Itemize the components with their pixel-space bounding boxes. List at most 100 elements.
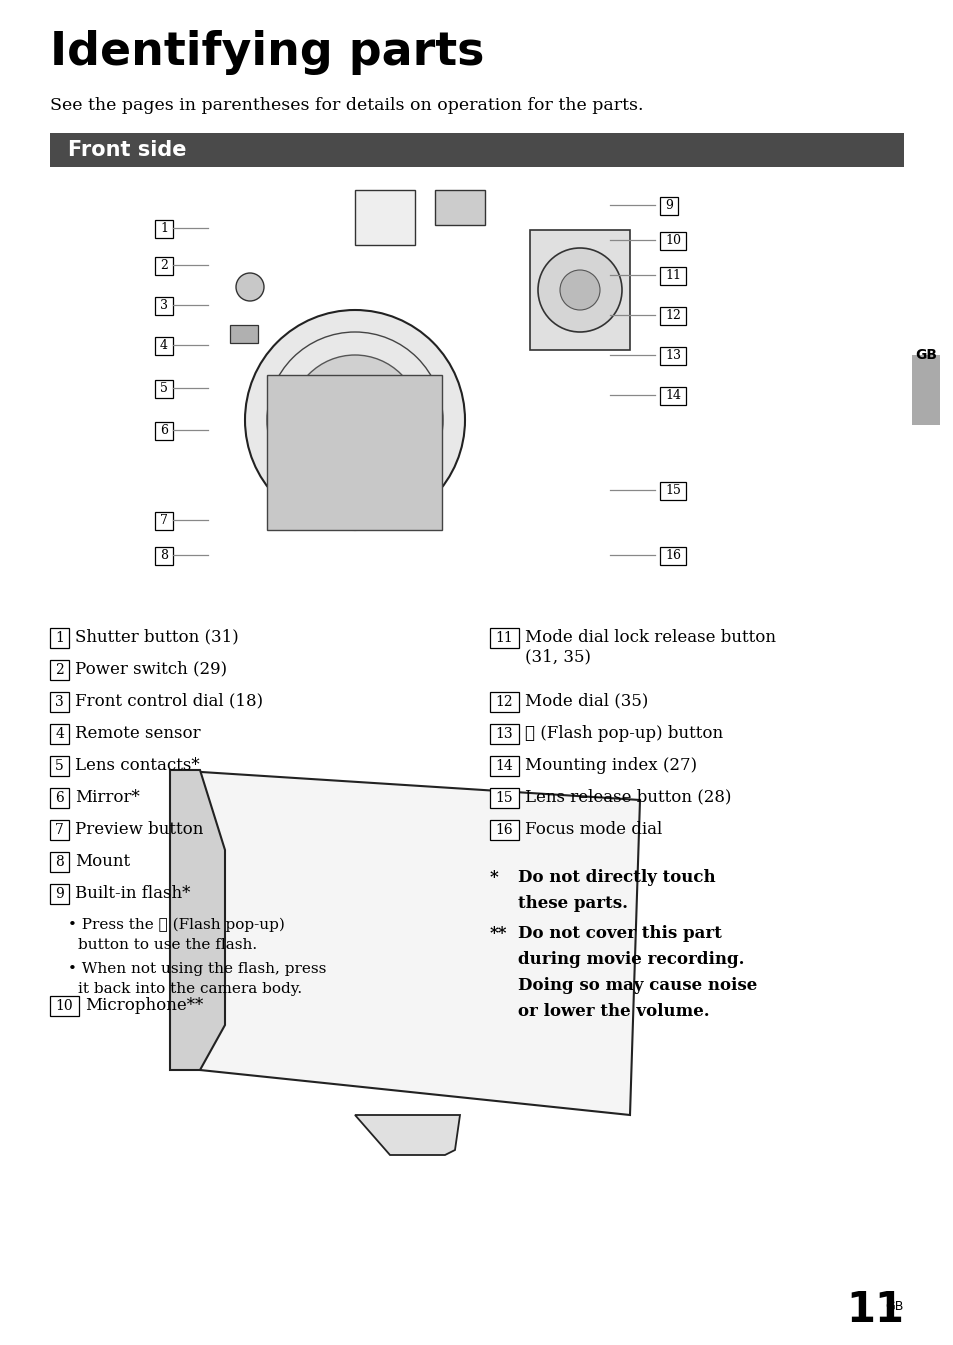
Bar [154,547,172,565]
Bar [530,230,629,350]
Bar [50,820,70,839]
Text: or lower the volume.: or lower the volume. [517,1003,709,1020]
Text: 14: 14 [664,390,680,402]
Circle shape [325,390,385,451]
Text: button to use the flash.: button to use the flash. [78,937,257,952]
Text: 13: 13 [495,726,513,741]
Bar [154,422,172,440]
Bar [659,231,685,250]
Text: 12: 12 [664,309,680,323]
Bar [659,196,678,215]
Bar [355,190,415,245]
Text: 16: 16 [664,550,680,562]
Bar [490,724,518,744]
Text: • When not using the flash, press: • When not using the flash, press [68,962,326,976]
Text: Power switch (29): Power switch (29) [75,660,228,678]
Bar [50,724,70,744]
Text: 8: 8 [160,550,168,562]
Text: Mounting index (27): Mounting index (27) [524,756,697,773]
Bar [50,628,70,647]
Bar [659,347,685,364]
Bar [154,512,172,530]
Text: 5: 5 [160,382,168,395]
Text: Focus mode dial: Focus mode dial [524,820,661,838]
Polygon shape [355,1115,459,1155]
Bar [267,375,441,530]
Circle shape [245,309,464,530]
Bar [50,884,70,904]
Text: 11: 11 [495,631,513,644]
Text: 12: 12 [495,695,513,709]
Bar [659,307,685,325]
Text: Preview button: Preview button [75,820,204,838]
Bar [50,997,79,1015]
Bar [659,268,685,285]
Text: 5: 5 [55,759,64,773]
Text: Front control dial (18): Front control dial (18) [75,693,263,710]
Bar [50,788,70,807]
Circle shape [537,247,621,332]
Polygon shape [170,769,225,1071]
Bar [490,628,518,647]
Text: Mode dial (35): Mode dial (35) [524,693,647,710]
Text: Lens contacts*: Lens contacts* [75,756,200,773]
Text: **: ** [490,925,507,941]
Bar [659,482,685,500]
Text: 10: 10 [664,234,680,247]
Bar [659,547,685,565]
Text: (31, 35): (31, 35) [524,648,590,666]
Text: Mirror*: Mirror* [75,788,140,806]
Polygon shape [170,769,639,1115]
Bar [50,133,903,167]
Bar [490,788,518,807]
Bar [50,756,70,776]
Text: 15: 15 [664,484,680,498]
Text: 2: 2 [55,663,64,677]
Text: Mount: Mount [75,853,131,869]
Bar [911,355,939,425]
Text: 7: 7 [55,823,64,837]
Text: 9: 9 [55,886,64,901]
Text: 11: 11 [845,1289,903,1332]
Text: 6: 6 [55,791,64,804]
Text: 13: 13 [664,350,680,362]
Text: 14: 14 [495,759,513,773]
Text: *: * [490,869,498,886]
Circle shape [290,355,419,486]
Text: during movie recording.: during movie recording. [517,951,743,968]
Text: Microphone**: Microphone** [85,997,203,1014]
Bar [50,851,70,872]
Text: it back into the camera body.: it back into the camera body. [78,982,302,997]
Bar [230,325,257,343]
Bar [154,297,172,315]
Bar [435,190,484,225]
Text: 7: 7 [160,515,168,527]
Text: 1: 1 [55,631,64,644]
Text: 6: 6 [160,425,168,437]
Text: these parts.: these parts. [517,894,627,912]
Bar [490,756,518,776]
Text: Remote sensor: Remote sensor [75,725,201,741]
Text: GB: GB [914,348,936,362]
Text: Do not directly touch: Do not directly touch [517,869,715,886]
Text: 1: 1 [160,222,168,235]
Text: ☇ (Flash pop-up) button: ☇ (Flash pop-up) button [524,725,722,741]
Text: Mode dial lock release button: Mode dial lock release button [524,628,775,646]
Text: GB: GB [884,1301,903,1313]
Text: Doing so may cause noise: Doing so may cause noise [517,976,757,994]
Text: 11: 11 [664,269,680,282]
Circle shape [235,273,264,301]
Bar [154,257,172,274]
Text: • Press the ☇ (Flash pop-up): • Press the ☇ (Flash pop-up) [68,917,285,932]
Circle shape [559,270,599,309]
Text: 10: 10 [55,999,73,1013]
Bar [490,691,518,712]
Text: Lens release button (28): Lens release button (28) [524,788,731,806]
Text: 4: 4 [160,339,168,352]
Text: 4: 4 [55,726,64,741]
Text: Front side: Front side [68,140,186,160]
Text: Built-in flash*: Built-in flash* [75,885,191,901]
Bar [490,820,518,839]
Text: 9: 9 [664,199,672,213]
Bar [154,381,172,398]
